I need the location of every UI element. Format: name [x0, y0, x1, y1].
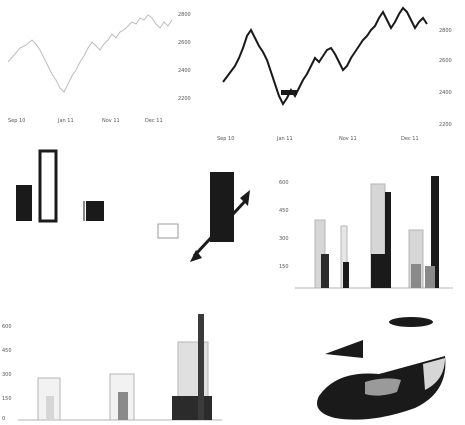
- icon-arrowhead: [240, 190, 250, 206]
- bottom-left-tick-3: 150: [2, 396, 12, 402]
- 3d-bar-3-front: [371, 254, 385, 288]
- bottom-left-tick-4: 0: [2, 416, 6, 422]
- bar-chart-icon-svg: [16, 149, 104, 223]
- faint-right-tick-2: 2400: [178, 68, 191, 74]
- bar-chart-bottom-svg: [18, 314, 222, 421]
- faint-line-chart-svg: [7, 14, 173, 93]
- bar-chart-bottom: 600 450 300 150 0: [0, 300, 230, 425]
- bold-x-tick-3: Dec 11: [401, 136, 419, 142]
- icon-bar-3: [86, 201, 104, 221]
- icon-arrow-line: [192, 196, 250, 258]
- bar-chart-3d-svg: [295, 176, 453, 289]
- bottom-bar-3-inner: [172, 396, 212, 420]
- pie-highlight: [365, 378, 401, 396]
- 3d-left-tick-3: 150: [279, 264, 289, 270]
- bold-x-tick-2: Nov 11: [339, 136, 357, 142]
- 3d-bar-6-front: [425, 266, 435, 288]
- pie-left-wedge: [325, 340, 363, 358]
- line-chart-icon-svg: [157, 172, 250, 262]
- 3d-bar-1-front: [321, 254, 329, 288]
- faint-x-tick-3: Dec 11: [145, 118, 163, 124]
- faint-right-tick-3: 2200: [178, 96, 191, 102]
- bold-right-tick-3: 2200: [439, 122, 452, 128]
- icon-bar-1: [16, 185, 32, 221]
- bottom-bar-3-spike: [198, 314, 204, 420]
- 3d-bar-2-front: [343, 262, 349, 288]
- icon-arrow-tail: [190, 250, 202, 262]
- faint-line-chart: 2800 2600 2400 2200 Sep 10 Jan 11 Nov 11…: [0, 0, 200, 135]
- bold-x-tick-1: Jan 11: [277, 136, 293, 142]
- bar-chart-3d: 600 450 300 150: [275, 170, 465, 295]
- icon-bar-2: [38, 149, 58, 223]
- 3d-left-tick-1: 450: [279, 208, 289, 214]
- bold-line-chart-svg: [222, 6, 428, 106]
- icon-tall-bar: [210, 172, 234, 242]
- pie-chart-icon-svg: [317, 317, 446, 420]
- 3d-bar-6-back: [431, 176, 439, 288]
- 3d-left-tick-2: 300: [279, 236, 289, 242]
- icon-small-box: [157, 223, 179, 239]
- bottom-left-tick-0: 600: [2, 324, 12, 330]
- line-chart-icon: [150, 170, 260, 265]
- bold-line-gap-marker: [281, 90, 297, 95]
- faint-x-tick-2: Nov 11: [102, 118, 120, 124]
- faint-line-series: [7, 14, 173, 93]
- bottom-left-tick-2: 300: [2, 372, 12, 378]
- pie-chart-icon: [305, 300, 455, 425]
- bold-line-series: [222, 6, 428, 106]
- bold-right-tick-2: 2400: [439, 90, 452, 96]
- bottom-bar-2-inner: [118, 392, 128, 420]
- pie-top-ellipse: [389, 317, 433, 327]
- bold-line-chart: 2800 2600 2400 2200 Sep 10 Jan 11 Nov 11…: [205, 0, 465, 150]
- faint-x-tick-0: Sep 10: [8, 118, 26, 124]
- bottom-left-tick-1: 450: [2, 348, 12, 354]
- bottom-bar-1-inner: [46, 396, 54, 420]
- bold-right-tick-0: 2800: [439, 28, 452, 34]
- pie-light-slice: [423, 358, 445, 390]
- faint-right-tick-1: 2600: [178, 40, 191, 46]
- bold-right-tick-1: 2600: [439, 58, 452, 64]
- bar-chart-icon: [0, 145, 125, 230]
- 3d-left-tick-0: 600: [279, 180, 289, 186]
- 3d-bar-4-back: [385, 192, 391, 288]
- bold-x-tick-0: Sep 10: [217, 136, 235, 142]
- faint-right-tick-0: 2800: [178, 12, 191, 18]
- faint-x-tick-1: Jan 11: [58, 118, 74, 124]
- 3d-bar-5-front: [411, 264, 421, 288]
